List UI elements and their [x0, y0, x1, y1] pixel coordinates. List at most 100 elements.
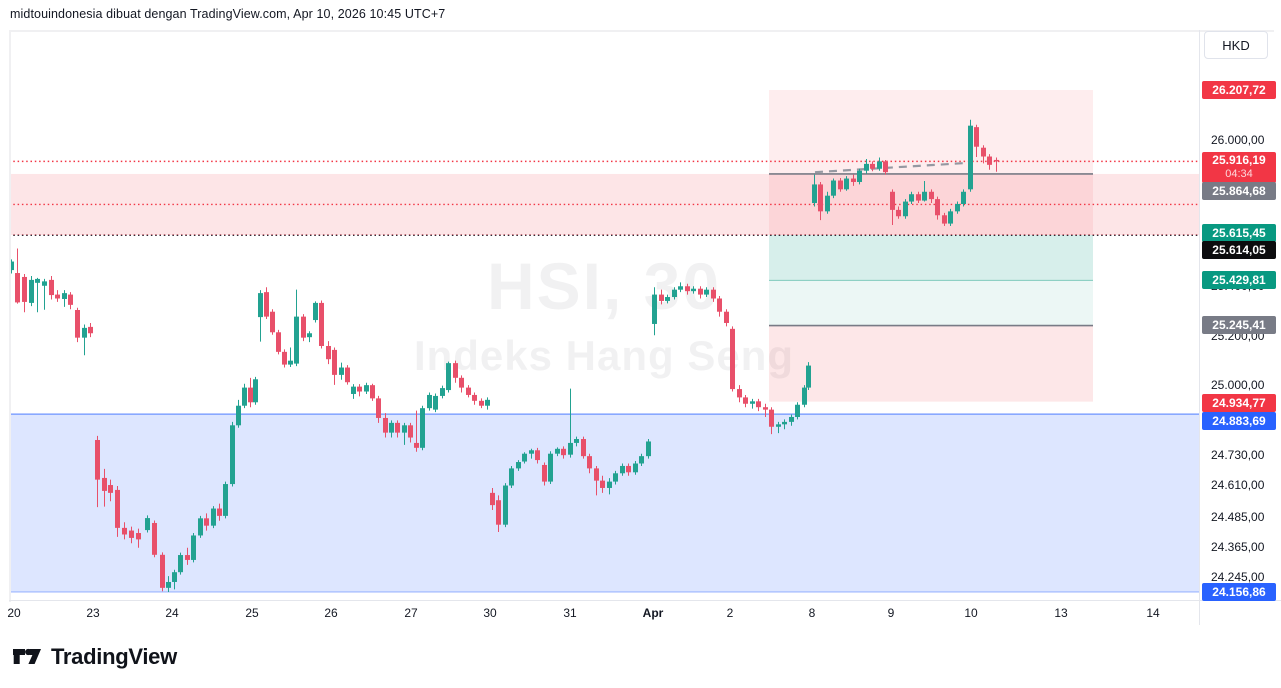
candle-body	[665, 297, 670, 301]
currency-button[interactable]: HKD	[1204, 31, 1268, 59]
time-tick-label: 31	[563, 606, 577, 620]
candle-body	[339, 367, 344, 375]
candle-body	[408, 425, 413, 438]
time-tick-label: 30	[483, 606, 497, 620]
candle-body	[633, 463, 638, 473]
candle-body	[935, 199, 940, 216]
candle-body	[711, 289, 716, 299]
time-tick-label: 23	[86, 606, 100, 620]
candle-body	[459, 377, 464, 388]
price-badge-teal: 25.429,81	[1202, 271, 1276, 289]
candle-body	[191, 535, 196, 560]
price-badge-teal: 25.615,45	[1202, 224, 1276, 242]
candle-body	[307, 333, 312, 338]
candle-body	[574, 439, 579, 443]
candle-body	[968, 125, 973, 190]
candle-body	[288, 360, 293, 365]
candle-body	[503, 485, 508, 525]
time-axis[interactable]: 20 23 24 25 26 27 30 31 Apr 2 8 9 10 13 14	[0, 601, 1281, 625]
candle-body	[529, 450, 534, 454]
candle-body	[136, 533, 141, 540]
candle-body	[115, 489, 120, 528]
candle-body	[496, 500, 501, 525]
candle-body	[678, 286, 683, 290]
time-tick-label: 13	[1054, 606, 1068, 620]
candle-body	[485, 399, 490, 406]
time-tick-label: 14	[1146, 606, 1160, 620]
candle-body	[253, 379, 258, 403]
candle-body	[301, 316, 306, 338]
price-badge-red: 26.207,72	[1202, 81, 1276, 99]
candle-body	[370, 385, 375, 399]
price-axis[interactable]: 26.000,0025.400,0025.200,0025.000,0024.7…	[1200, 30, 1281, 601]
candle-body	[345, 367, 350, 383]
candle-body	[490, 492, 495, 506]
time-tick-label: 2	[726, 606, 734, 620]
box-green-upper	[769, 234, 1093, 281]
candle-body	[440, 388, 445, 396]
candle-body	[211, 508, 216, 526]
candle-body	[9, 261, 14, 271]
time-tick-label: 27	[404, 606, 418, 620]
price-axis-separator	[1199, 30, 1200, 625]
demand-blue-zone	[9, 414, 1199, 593]
candle-body	[831, 180, 836, 196]
candle-body	[264, 292, 269, 317]
candle-body	[776, 424, 781, 427]
price-badge-red: 24.934,77	[1202, 394, 1276, 412]
candle-body	[857, 170, 862, 182]
candle-body	[987, 156, 992, 165]
candle-body	[55, 294, 60, 299]
candle-body	[870, 163, 875, 169]
candle-body	[420, 408, 425, 448]
candle-body	[236, 405, 241, 426]
candle-body	[961, 191, 966, 205]
candle-body	[351, 386, 356, 394]
candle-body	[782, 421, 787, 425]
candle-body	[607, 481, 612, 488]
candle-body	[561, 448, 566, 456]
bar-countdown: 04:34	[1225, 168, 1253, 180]
candle-body	[42, 281, 47, 286]
candle-body	[35, 278, 40, 283]
candle-body	[974, 127, 979, 147]
candle-body	[698, 288, 703, 295]
candle-body	[812, 184, 817, 204]
tradingview-logo[interactable]: TradingView	[12, 643, 177, 670]
candle-body	[129, 530, 134, 538]
candle-body	[896, 209, 901, 217]
candle-body	[724, 311, 729, 323]
candle-body	[108, 485, 113, 493]
candle-body	[581, 439, 586, 457]
candle-body	[152, 522, 157, 555]
candle-body	[535, 450, 540, 461]
price-tick-label: 24.365,00	[1211, 540, 1265, 554]
time-tick-label: 10	[964, 606, 978, 620]
candle-body	[294, 316, 299, 364]
candle-body	[446, 363, 451, 391]
price-badge-red: 25.916,19 04:34	[1202, 151, 1276, 183]
price-badge-gray: 25.245,41	[1202, 316, 1276, 334]
candle-body	[414, 442, 419, 448]
time-tick-label: 26	[324, 606, 338, 620]
candle-body	[750, 401, 755, 404]
price-tick-label: 24.730,00	[1211, 448, 1265, 462]
dashed-trendline[interactable]	[814, 161, 969, 174]
candle-body	[613, 473, 618, 482]
price-badge-blue: 24.883,69	[1202, 412, 1276, 430]
candle-body	[844, 178, 849, 190]
candle-body	[75, 310, 80, 338]
candle-body	[548, 453, 553, 482]
candle-body	[685, 286, 690, 292]
candle-body	[802, 387, 807, 405]
candle-body	[652, 294, 657, 324]
candle-body	[389, 422, 394, 433]
candle-body	[948, 211, 953, 224]
candle-body	[383, 417, 388, 433]
candle-body	[166, 581, 171, 588]
time-axis-separator	[9, 600, 1281, 601]
candle-body	[877, 161, 882, 169]
candle-body	[270, 311, 275, 333]
